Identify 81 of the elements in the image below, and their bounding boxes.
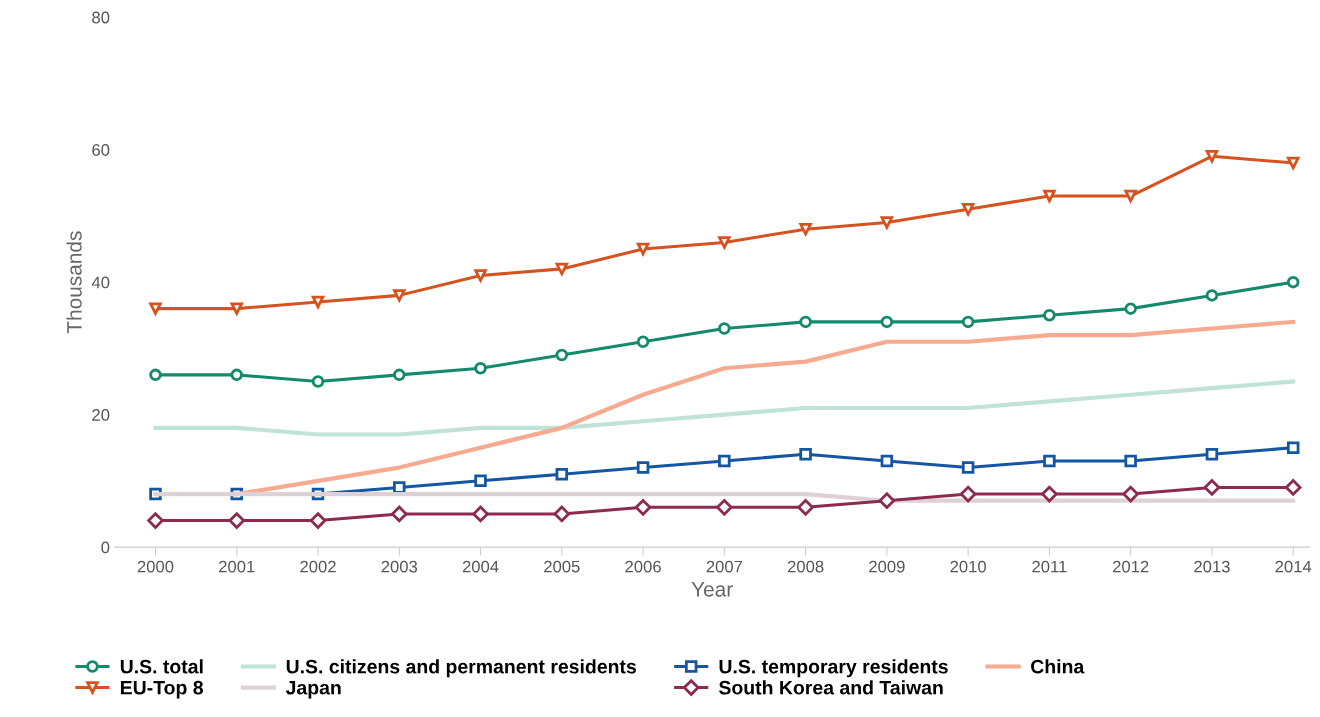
x-tick-label: 2007 xyxy=(706,560,743,573)
point xyxy=(1205,150,1219,163)
point xyxy=(311,375,325,388)
point xyxy=(230,368,243,382)
point xyxy=(1124,454,1137,468)
x-tick-label: 2000 xyxy=(137,560,174,573)
legend-label: South Korea and Taiwan xyxy=(718,680,943,695)
point xyxy=(1286,275,1300,289)
x-tick-label: 2014 xyxy=(1275,560,1312,573)
point xyxy=(1122,485,1139,503)
point xyxy=(880,315,894,329)
point xyxy=(961,461,975,474)
point xyxy=(393,368,406,382)
legend-label: U.S. total xyxy=(120,659,203,674)
point xyxy=(1043,454,1056,468)
line-series xyxy=(153,379,1296,437)
x-tick-label: 2013 xyxy=(1194,560,1230,573)
point xyxy=(1041,485,1058,503)
point xyxy=(228,512,245,529)
point xyxy=(1284,479,1302,496)
point xyxy=(1043,309,1056,322)
x-tick-label: 2004 xyxy=(462,560,499,573)
x-tick-label: 2005 xyxy=(544,560,580,573)
point xyxy=(880,216,894,229)
point xyxy=(634,499,652,516)
point xyxy=(555,467,569,481)
legend-label: EU-Top 8 xyxy=(120,680,203,699)
x-tick-label: 2010 xyxy=(950,560,987,573)
legend-label: Japan xyxy=(285,680,341,699)
point xyxy=(1043,189,1056,203)
legend-label: China xyxy=(1031,659,1085,674)
y-tick-label: 80 xyxy=(92,11,110,24)
y-tick-label: 40 xyxy=(91,276,110,289)
point xyxy=(472,505,489,523)
point xyxy=(636,461,650,474)
point xyxy=(1203,479,1221,496)
point xyxy=(878,492,896,509)
point xyxy=(1124,302,1137,315)
point xyxy=(555,262,569,276)
point xyxy=(1286,156,1300,170)
y-tick-label: 0 xyxy=(101,541,110,554)
point xyxy=(1205,448,1219,461)
point xyxy=(309,512,327,529)
point xyxy=(474,361,487,375)
point xyxy=(961,315,975,329)
point xyxy=(880,454,894,468)
point xyxy=(799,315,812,329)
point xyxy=(636,335,650,348)
point xyxy=(959,485,977,503)
y-axis-title: Thousands xyxy=(66,231,82,334)
x-axis-title: Year xyxy=(691,582,733,597)
point xyxy=(149,368,162,382)
point xyxy=(1205,289,1219,302)
legend-label: U.S. citizens and permanent residents xyxy=(286,659,636,678)
point xyxy=(391,505,408,523)
point xyxy=(718,322,731,335)
legend-label: U.S. temporary residents xyxy=(719,659,948,678)
x-tick-label: 2001 xyxy=(219,560,255,573)
y-tick-label: 20 xyxy=(92,409,110,421)
x-tick-label: 2012 xyxy=(1112,560,1149,573)
x-tick-label: 2008 xyxy=(787,560,824,573)
point xyxy=(799,448,812,461)
x-tick-label: 2003 xyxy=(381,560,418,573)
x-tick-label: 2006 xyxy=(625,560,661,573)
point xyxy=(716,499,733,516)
point xyxy=(636,242,650,256)
point xyxy=(553,505,571,523)
point xyxy=(961,203,975,216)
point xyxy=(474,474,487,488)
x-tick-label: 2009 xyxy=(869,560,905,573)
x-tick-label: 2011 xyxy=(1032,560,1067,573)
point xyxy=(797,499,814,516)
x-tick-label: 2002 xyxy=(300,560,336,573)
point xyxy=(147,512,164,529)
y-tick-label: 60 xyxy=(92,144,110,156)
point xyxy=(718,454,731,468)
point xyxy=(1124,189,1137,203)
point xyxy=(555,348,569,362)
point xyxy=(1286,441,1300,454)
point xyxy=(311,295,325,309)
point xyxy=(799,222,812,236)
